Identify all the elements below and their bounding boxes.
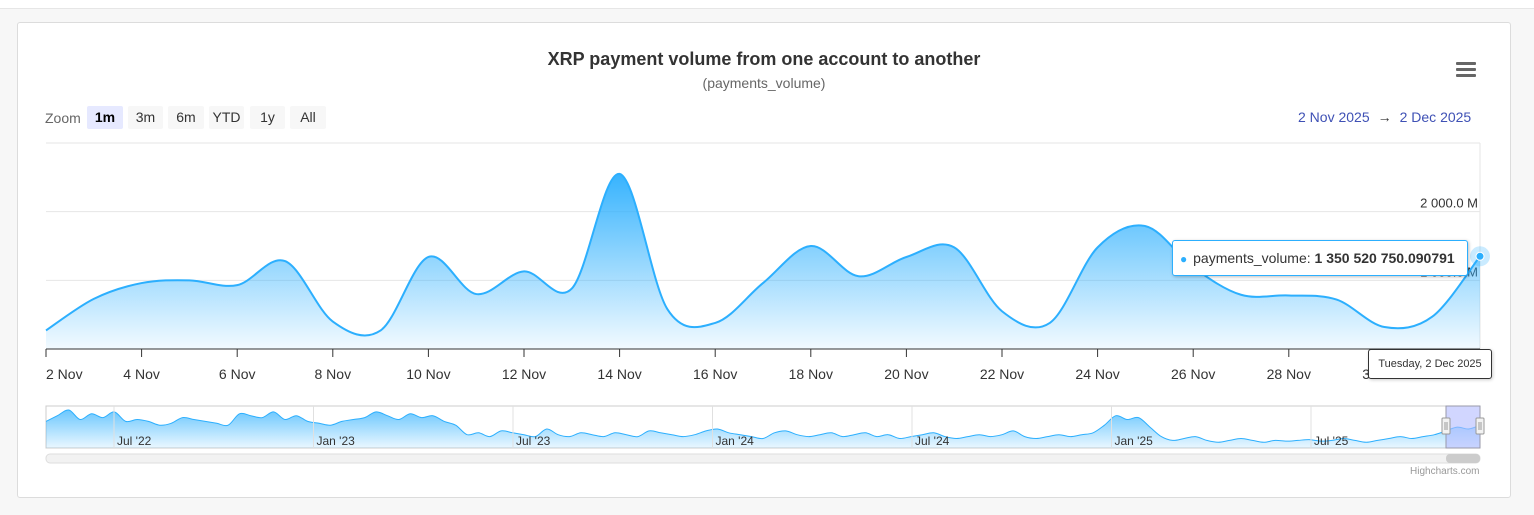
- series-area-fill: [46, 173, 1480, 349]
- zoom-all-button[interactable]: All: [290, 106, 326, 129]
- chart-card: XRP payment volume from one account to a…: [17, 22, 1511, 498]
- hover-point: [1475, 251, 1485, 261]
- navigator-label: Jul '23: [516, 434, 551, 448]
- scrollbar-track: [45, 453, 1481, 464]
- chart-title: XRP payment volume from one account to a…: [547, 49, 981, 69]
- range-to-input[interactable]: 2 Dec 2025: [1399, 109, 1472, 125]
- x-tick-label: 16 Nov: [693, 366, 737, 382]
- credits-link[interactable]: Highcharts.com: [1410, 466, 1480, 477]
- x-tick-label: 26 Nov: [1171, 366, 1215, 382]
- navigator-area: [46, 409, 1480, 448]
- x-tick-label: 12 Nov: [502, 366, 546, 382]
- range-arrow: →: [1377, 109, 1392, 125]
- x-tick-label: 14 Nov: [597, 366, 641, 382]
- x-tick-label: 18 Nov: [789, 366, 833, 382]
- tooltip-series-label: payments_volume:: [1193, 250, 1311, 266]
- date-range: 2 Nov 2025 → 2 Dec 2025: [1298, 109, 1471, 125]
- zoom-1y-button[interactable]: 1y: [250, 106, 285, 129]
- date-tooltip: Tuesday, 2 Dec 2025: [1368, 349, 1492, 379]
- navigator-label: Jan '23: [317, 434, 356, 448]
- data-tooltip: ● payments_volume: 1 350 520 750.090791: [1172, 240, 1468, 276]
- navigator-right-handle-icon: [1475, 417, 1485, 435]
- navigator-mask: [1445, 405, 1481, 449]
- hamburger-menu-icon[interactable]: [1454, 59, 1478, 79]
- zoom-label: Zoom: [45, 110, 81, 126]
- x-tick-label: 8 Nov: [315, 366, 352, 382]
- x-tick-label: 6 Nov: [219, 366, 256, 382]
- navigator-label: Jul '22: [117, 434, 152, 448]
- x-tick-label: 2 Nov: [46, 366, 83, 382]
- navigator-label: Jan '25: [1115, 434, 1154, 448]
- x-tick-label: 24 Nov: [1075, 366, 1119, 382]
- navigator-line: [45, 409, 1481, 443]
- x-tick-label: 20 Nov: [884, 366, 928, 382]
- series-line: [45, 172, 1481, 337]
- top-strip: [0, 0, 1534, 9]
- x-tick-label: 10 Nov: [406, 366, 450, 382]
- scrollbar-thumb: [1446, 454, 1480, 463]
- chart-subtitle: (payments_volume): [702, 75, 826, 91]
- x-tick-label: 4 Nov: [123, 366, 160, 382]
- zoom-ytd-button[interactable]: YTD: [209, 106, 244, 129]
- y-tick-label: 2 000.0 M: [1420, 196, 1478, 211]
- zoom-1m-button[interactable]: 1m: [87, 106, 123, 129]
- navigator-left-handle-icon: [1441, 417, 1451, 435]
- tooltip-value: 1 350 520 750.090791: [1314, 250, 1455, 266]
- zoom-3m-button[interactable]: 3m: [128, 106, 163, 129]
- zoom-6m-button[interactable]: 6m: [168, 106, 204, 129]
- range-from-input[interactable]: 2 Nov 2025: [1298, 109, 1370, 125]
- tooltip-series-dot-icon: ●: [1180, 252, 1188, 266]
- x-tick-label: 28 Nov: [1267, 366, 1311, 382]
- navigator-label: Jul '24: [915, 434, 950, 448]
- navigator-label: Jul '25: [1314, 434, 1349, 448]
- x-tick-label: 22 Nov: [980, 366, 1024, 382]
- navigator-label: Jan '24: [716, 434, 755, 448]
